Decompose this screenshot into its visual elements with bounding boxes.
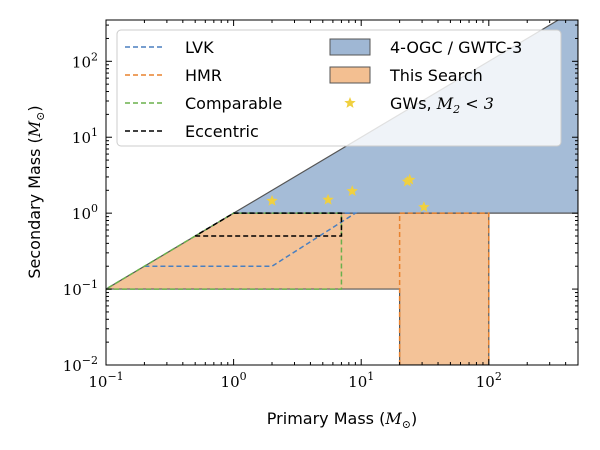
plot-frame	[105, 19, 579, 366]
legend-label-gws: GWs, M2 < 3	[390, 94, 494, 116]
line-lvk	[144, 212, 358, 267]
legend-swatch-gws	[344, 97, 356, 108]
x-tick-label: 10−1	[88, 370, 123, 391]
legend-label-comparable: Comparable	[185, 94, 282, 113]
legend-box	[116, 29, 562, 147]
x-axis-label: Primary Mass (M⊙)	[267, 409, 417, 431]
gw-marker-6	[418, 201, 430, 212]
legend-swatch-4-ogc-gwtc-3	[329, 38, 371, 56]
gw-marker-5	[404, 173, 416, 185]
legend-label-lvk: LVK	[185, 38, 214, 57]
gw-marker-1	[266, 194, 278, 206]
legend-label-this-search: This Search	[389, 66, 483, 85]
y-tick-label: 10−2	[63, 354, 98, 375]
x-tick-label: 102	[476, 370, 502, 391]
legend: LVK HMR Comparable Eccentric 4-OGC / GWTC-3 T…	[116, 29, 562, 147]
y-tick-label: 100	[72, 202, 98, 223]
y-axis-label: Secondary Mass (M⊙)	[25, 105, 47, 278]
legend-swatch-this-search	[329, 66, 371, 84]
line-hmr	[398, 212, 490, 365]
x-tick-label: 101	[348, 370, 374, 391]
gw-markers	[266, 173, 430, 212]
legend-label-4-ogc-gwtc-3: 4-OGC / GWTC-3	[390, 38, 522, 57]
legend-label-hmr: HMR	[185, 66, 222, 85]
line-eccentric	[194, 212, 343, 237]
y-tick-label: 102	[72, 50, 98, 71]
x-tick-label: 100	[221, 370, 247, 391]
series-lines	[106, 212, 490, 365]
y-tick-label: 101	[72, 126, 98, 147]
y-tick-label: 10−1	[63, 278, 98, 299]
legend-label-eccentric: Eccentric	[185, 122, 259, 141]
gw-marker-3	[346, 185, 358, 196]
line-comparable	[106, 212, 343, 290]
gw-marker-2	[322, 193, 334, 205]
